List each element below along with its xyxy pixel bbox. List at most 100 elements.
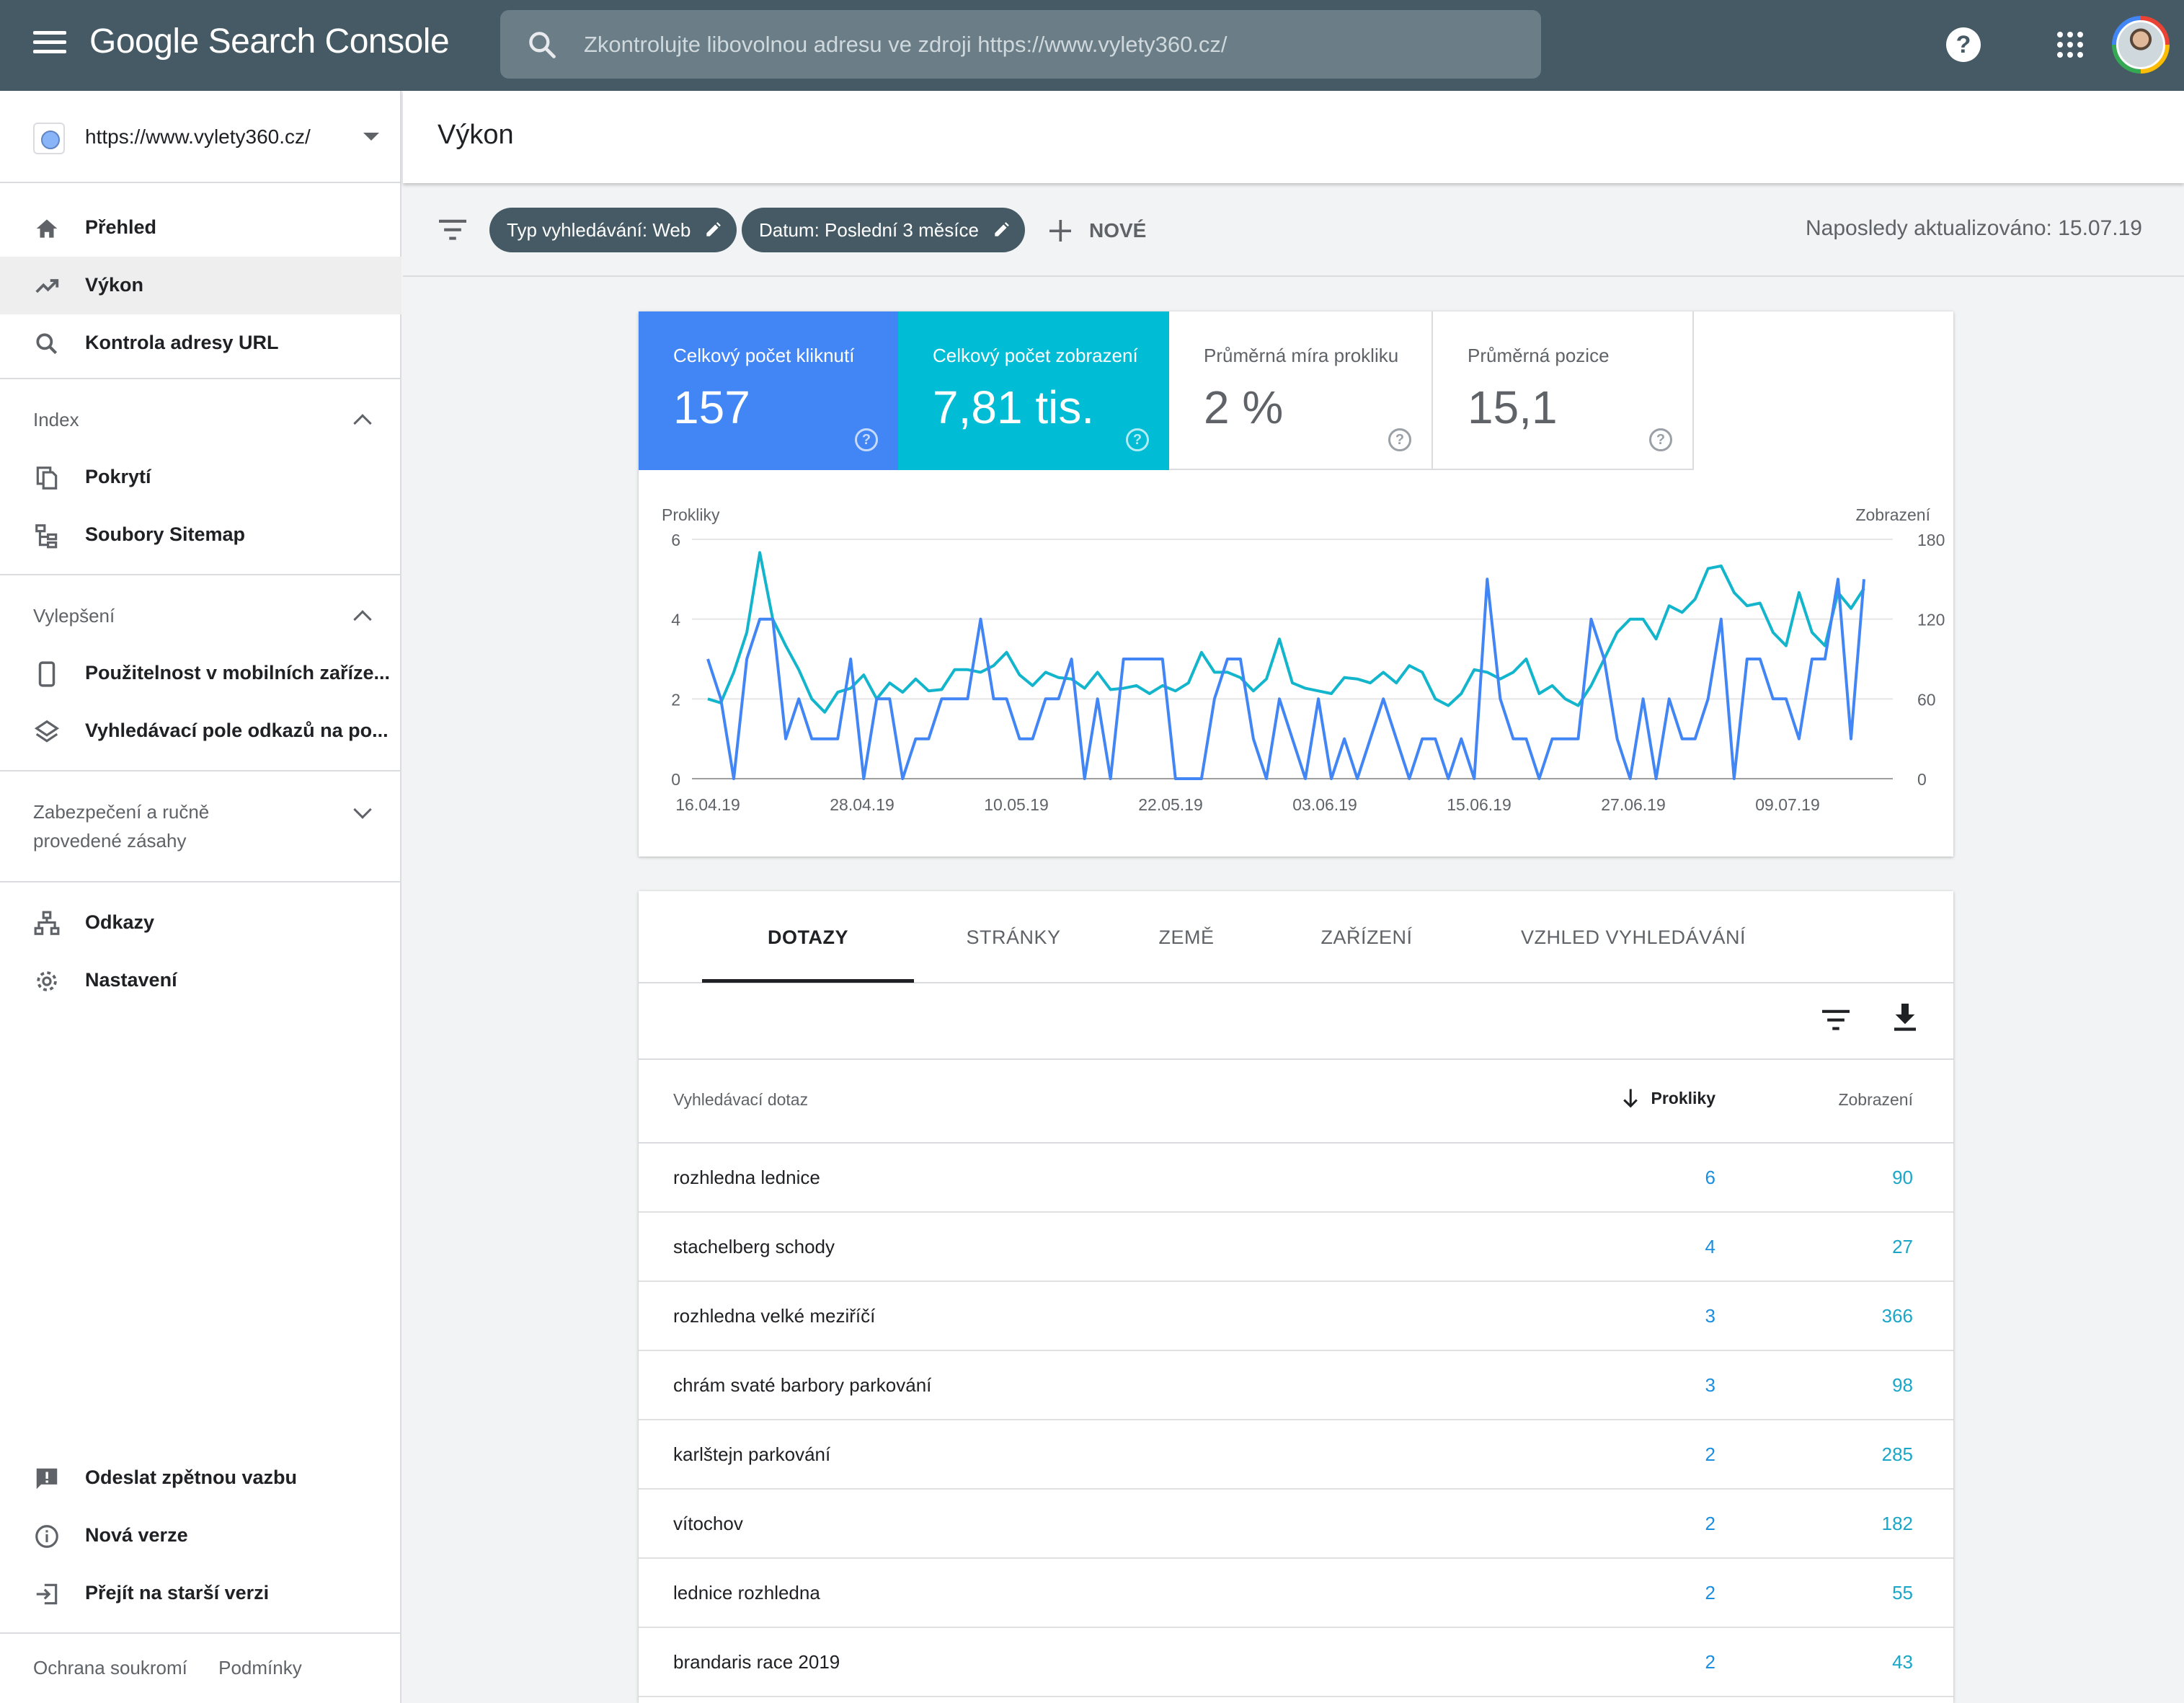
sidebar-item-label: Vyhledávací pole odkazů na po... — [85, 720, 389, 741]
table-row[interactable]: rozhledna lednice 6 90 — [639, 1144, 1953, 1213]
section-index-heading[interactable]: Index — [33, 409, 79, 430]
cell-impressions: 182 — [1881, 1513, 1913, 1534]
sidebar-item-overview[interactable]: Přehled — [0, 199, 401, 257]
download-icon[interactable] — [1893, 1004, 1917, 1032]
section-enhancements-heading[interactable]: Vylepšení — [33, 605, 115, 627]
plus-icon — [1049, 220, 1071, 242]
exit-icon — [36, 1583, 58, 1605]
privacy-link[interactable]: Ochrana soukromí — [33, 1657, 187, 1678]
cell-clicks: 4 — [1705, 1236, 1715, 1257]
table-row[interactable]: stachelberg schody 4 27 — [639, 1213, 1953, 1282]
x-tick-label: 09.07.19 — [1755, 795, 1820, 814]
filter-chip-search-type[interactable]: Typ vyhledávání: Web — [489, 208, 737, 252]
help-circle-icon[interactable]: ? — [1126, 428, 1149, 451]
cell-clicks: 3 — [1705, 1305, 1715, 1327]
y-tick-left: 2 — [671, 690, 680, 709]
table-row[interactable]: rozhledna velké meziříčí 3 366 — [639, 1282, 1953, 1351]
cell-clicks: 6 — [1705, 1167, 1715, 1188]
filter-icon[interactable] — [439, 219, 466, 241]
metric-value: 7,81 tis. — [933, 381, 1095, 433]
sidebar-item-label: Použitelnost v mobilních zaříze... — [85, 662, 391, 684]
table-row[interactable]: brandaris race 2019 2 43 — [639, 1628, 1953, 1697]
sidebar-item-mobile-usability[interactable]: Použitelnost v mobilních zaříze... — [0, 645, 401, 702]
sidebar-item-label: Kontrola adresy URL — [85, 332, 279, 353]
hamburger-menu-icon[interactable] — [33, 31, 66, 60]
help-icon[interactable]: ? — [1946, 27, 1981, 62]
tab-pages[interactable]: STRÁNKY — [966, 926, 1061, 948]
sidebar-divider — [0, 1632, 401, 1634]
dimension-tabs: DOTAZY STRÁNKY ZEMĚ ZAŘÍZENÍ VZHLED VYHL… — [639, 891, 1953, 983]
sidebar: https://www.vylety360.cz/ Přehled Výkon … — [0, 91, 401, 1703]
cell-impressions: 90 — [1892, 1167, 1913, 1188]
sidebar-item-settings[interactable]: Nastavení — [0, 952, 401, 1009]
smartphone-icon — [38, 661, 56, 687]
sidebar-item-label: Výkon — [85, 274, 144, 296]
sidebar-item-new-version[interactable]: Nová verze — [0, 1507, 401, 1565]
avatar[interactable] — [2112, 16, 2170, 74]
column-header-impressions[interactable]: Zobrazení — [1838, 1090, 1913, 1109]
copy-icon — [36, 466, 58, 490]
cell-clicks: 3 — [1705, 1374, 1715, 1396]
sidebar-item-old-version[interactable]: Přejít na starší verzi — [0, 1565, 401, 1622]
sitemap-icon — [35, 524, 58, 549]
apps-grid-icon[interactable] — [2057, 32, 2083, 58]
metric-average-ctr[interactable]: Průměrná míra prokliku 2 % ? — [1169, 311, 1433, 470]
cell-impressions: 43 — [1892, 1651, 1913, 1673]
sidebar-divider — [0, 881, 401, 883]
sidebar-item-sitelinks-searchbox[interactable]: Vyhledávací pole odkazů na po... — [0, 702, 401, 760]
sidebar-item-links[interactable]: Odkazy — [0, 894, 401, 952]
performance-line-chart[interactable]: 6 180 4 120 2 60 0 0 Prokliky Zobrazení 16.04.19 28… — [639, 311, 1953, 857]
search-icon — [529, 32, 556, 58]
terms-link[interactable]: Podmínky — [218, 1657, 302, 1678]
table-row[interactable]: karlštejn parkování 2 285 — [639, 1420, 1953, 1490]
cell-impressions: 98 — [1892, 1374, 1913, 1396]
section-security-heading[interactable]: Zabezpečení a ručně provedené zásahy — [33, 797, 365, 855]
section-security-line1: Zabezpečení a ručně — [33, 801, 210, 823]
sidebar-item-label: Přejít na starší verzi — [85, 1582, 270, 1604]
sidebar-item-label: Přehled — [85, 216, 157, 238]
chip-label: Datum: Poslední 3 měsíce — [759, 219, 979, 241]
help-circle-icon[interactable]: ? — [1388, 428, 1411, 451]
filter-chip-date[interactable]: Datum: Poslední 3 měsíce — [742, 208, 1025, 252]
sidebar-item-label: Nastavení — [85, 969, 177, 991]
layers-icon — [34, 720, 60, 743]
tab-devices[interactable]: ZAŘÍZENÍ — [1320, 926, 1413, 948]
metric-total-impressions[interactable]: Celkový počet zobrazení 7,81 tis. ? — [898, 311, 1169, 470]
metric-total-clicks[interactable]: Celkový počet kliknutí 157 ? — [639, 311, 898, 470]
cell-clicks: 2 — [1705, 1582, 1715, 1604]
table-row[interactable]: lednice rozhledna 2 55 — [639, 1559, 1953, 1628]
edit-pencil-icon — [995, 222, 1009, 236]
y-tick-right: 180 — [1917, 531, 1945, 549]
sidebar-item-send-feedback[interactable]: Odeslat zpětnou vazbu — [0, 1449, 401, 1507]
tab-search-appearance[interactable]: VZHLED VYHLEDÁVÁNÍ — [1520, 926, 1746, 948]
help-circle-icon[interactable]: ? — [1649, 428, 1672, 451]
column-header-query[interactable]: Vyhledávací dotaz — [673, 1090, 809, 1109]
sidebar-item-coverage[interactable]: Pokrytí — [0, 448, 401, 506]
tab-queries[interactable]: DOTAZY — [768, 926, 848, 948]
metric-average-position[interactable]: Průměrná pozice 15,1 ? — [1433, 311, 1694, 470]
sidebar-item-sitemaps[interactable]: Soubory Sitemap — [0, 506, 401, 564]
property-selector[interactable]: https://www.vylety360.cz/ — [0, 91, 401, 183]
sidebar-item-url-inspection[interactable]: Kontrola adresy URL — [0, 314, 401, 372]
table-row[interactable]: vítochov 2 182 — [639, 1490, 1953, 1559]
dropdown-caret-icon[interactable] — [363, 133, 379, 141]
y-tick-right: 0 — [1917, 770, 1927, 789]
url-inspection-search[interactable]: Zkontrolujte libovolnou adresu ve zdroji… — [500, 10, 1541, 79]
tab-countries[interactable]: ZEMĚ — [1158, 926, 1215, 948]
table-header: Vyhledávací dotaz Prokliky Zobrazení — [639, 1060, 1953, 1144]
help-circle-icon[interactable]: ? — [855, 428, 878, 451]
sidebar-item-performance[interactable]: Výkon — [0, 257, 401, 314]
app-title[interactable]: Google Search Console — [89, 22, 450, 61]
filter-rows-icon[interactable] — [1822, 1008, 1850, 1032]
cell-clicks: 2 — [1705, 1513, 1715, 1534]
globe-icon — [33, 123, 65, 154]
column-header-clicks[interactable]: Prokliky — [1623, 1089, 1715, 1108]
table-row[interactable]: chrám svaté barbory parkování 3 98 — [639, 1351, 1953, 1420]
sidebar-item-label: Odkazy — [85, 911, 155, 933]
cell-impressions: 27 — [1892, 1236, 1913, 1257]
sidebar-divider — [0, 574, 401, 575]
add-filter-button[interactable]: NOVÉ — [1047, 215, 1146, 247]
results-table-card: DOTAZY STRÁNKY ZEMĚ ZAŘÍZENÍ VZHLED VYHL… — [639, 891, 1953, 1703]
performance-chart-card: Celkový počet kliknutí 157 ? Celkový poč… — [639, 311, 1953, 857]
search-placeholder[interactable]: Zkontrolujte libovolnou adresu ve zdroji… — [584, 32, 1228, 57]
